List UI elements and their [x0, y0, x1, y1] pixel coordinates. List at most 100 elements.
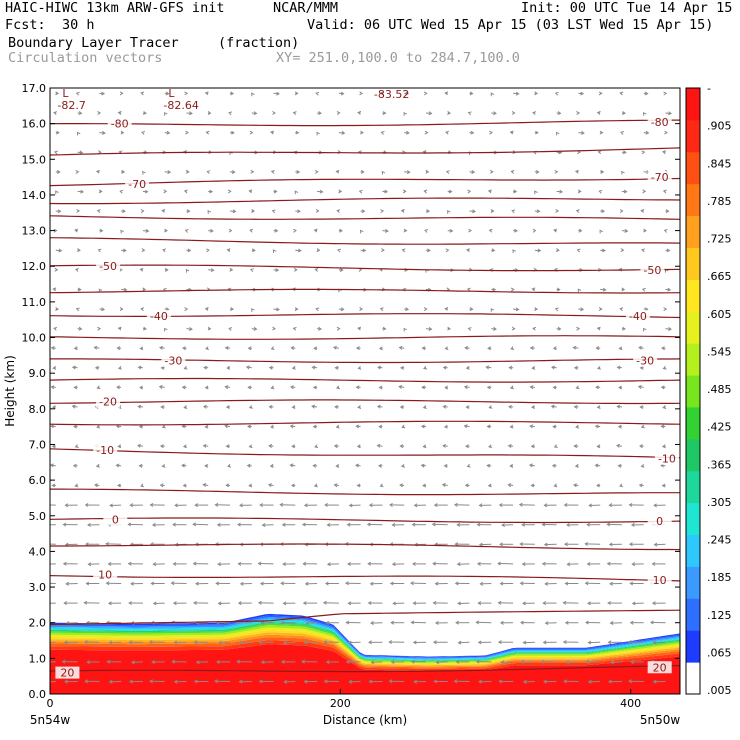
vector-head — [159, 345, 163, 350]
vector-head — [401, 248, 406, 253]
vector-head — [209, 189, 214, 194]
vector-head — [237, 601, 242, 606]
contour-label-bg — [161, 354, 186, 367]
vector-head — [225, 444, 230, 449]
vector-head — [616, 404, 621, 409]
vector-head — [339, 267, 344, 272]
contour-label-bg — [93, 568, 118, 581]
vector-head — [335, 385, 340, 390]
vector-head — [271, 209, 276, 214]
vector-head — [290, 385, 294, 390]
vector-head — [529, 385, 534, 390]
vector-head — [337, 248, 342, 253]
vector-head — [319, 189, 324, 194]
vector-head — [336, 209, 341, 214]
vector-head — [275, 268, 280, 272]
vector-head — [384, 189, 389, 194]
colorbar-label: .845 — [707, 157, 732, 170]
y-tick-label: 5.0 — [29, 510, 47, 523]
vector-head — [584, 541, 589, 546]
vector-head — [596, 444, 601, 449]
vector-head — [127, 561, 132, 566]
vector-head — [183, 189, 188, 194]
vector-head — [540, 659, 545, 664]
vector-head — [530, 483, 535, 488]
vector-head — [618, 346, 623, 351]
vector-head — [143, 326, 147, 331]
vector-head — [500, 660, 505, 665]
vector-head — [192, 522, 197, 527]
vector-head — [421, 385, 426, 390]
vector-head — [601, 248, 606, 253]
vector-head — [159, 444, 164, 449]
vector-head — [74, 444, 79, 448]
vector-head — [355, 346, 360, 351]
vector-head — [165, 91, 170, 96]
contour-label-bg — [103, 513, 128, 526]
vector-head — [643, 111, 647, 116]
colorbar-swatch — [686, 662, 700, 695]
vector-head — [475, 659, 480, 664]
vector-head — [620, 131, 625, 135]
vector-head — [513, 189, 518, 194]
vector-head — [295, 130, 300, 135]
vector-head — [663, 307, 668, 312]
vector-head — [609, 660, 614, 665]
contour-label: -50 — [643, 264, 661, 277]
vector-head — [521, 522, 526, 527]
vector-head — [596, 483, 600, 488]
vector-head — [41, 503, 44, 506]
contour-label: -80 — [651, 116, 669, 129]
vector-head — [442, 365, 447, 370]
vector-head — [413, 679, 418, 684]
vector-head — [73, 385, 78, 390]
colorbar-label: .005 — [707, 684, 732, 697]
vector-head — [467, 327, 472, 331]
contour-label-bg — [93, 443, 118, 456]
low-marker: L — [62, 87, 69, 100]
vector-head — [141, 248, 146, 253]
vector-head — [477, 601, 482, 606]
vector-head — [297, 248, 302, 253]
vector-head — [64, 503, 69, 508]
vector-head — [248, 483, 253, 488]
vector-head — [257, 600, 262, 605]
vector-head — [478, 503, 483, 508]
vector-head — [508, 404, 512, 409]
contour-line — [50, 119, 680, 127]
contour-line — [50, 517, 680, 524]
vector-head — [402, 189, 407, 194]
vector-head — [511, 326, 516, 331]
vector-head — [454, 581, 459, 586]
vector-head — [507, 444, 512, 448]
vector-head — [128, 679, 133, 684]
vector-head — [391, 562, 396, 567]
vector-head — [510, 346, 515, 350]
vector-head — [467, 189, 472, 194]
vector-head — [384, 228, 389, 233]
contour-label: -70 — [651, 171, 669, 184]
vector-head — [163, 189, 168, 194]
contour-label: -10 — [658, 453, 676, 466]
vector-head — [229, 267, 234, 272]
vector-head — [662, 365, 667, 370]
low-value: -82.7 — [57, 99, 85, 112]
colorbar-swatch — [686, 247, 700, 280]
vector-head — [510, 287, 515, 292]
vector-head — [376, 443, 381, 448]
vector-head — [403, 228, 408, 233]
tracer-band-5 — [50, 629, 680, 666]
vector-head — [315, 208, 320, 213]
vector-head — [573, 483, 577, 488]
vector-head — [618, 385, 623, 390]
vector-head — [282, 562, 286, 567]
vector-head — [410, 581, 414, 586]
vector-head — [161, 209, 166, 213]
vector-head — [294, 190, 299, 195]
vector-head — [296, 169, 301, 174]
vector-head — [268, 404, 273, 409]
vector-head — [601, 209, 606, 214]
vector-head — [630, 522, 635, 527]
vector-head — [73, 346, 78, 351]
vector-head — [247, 424, 251, 429]
